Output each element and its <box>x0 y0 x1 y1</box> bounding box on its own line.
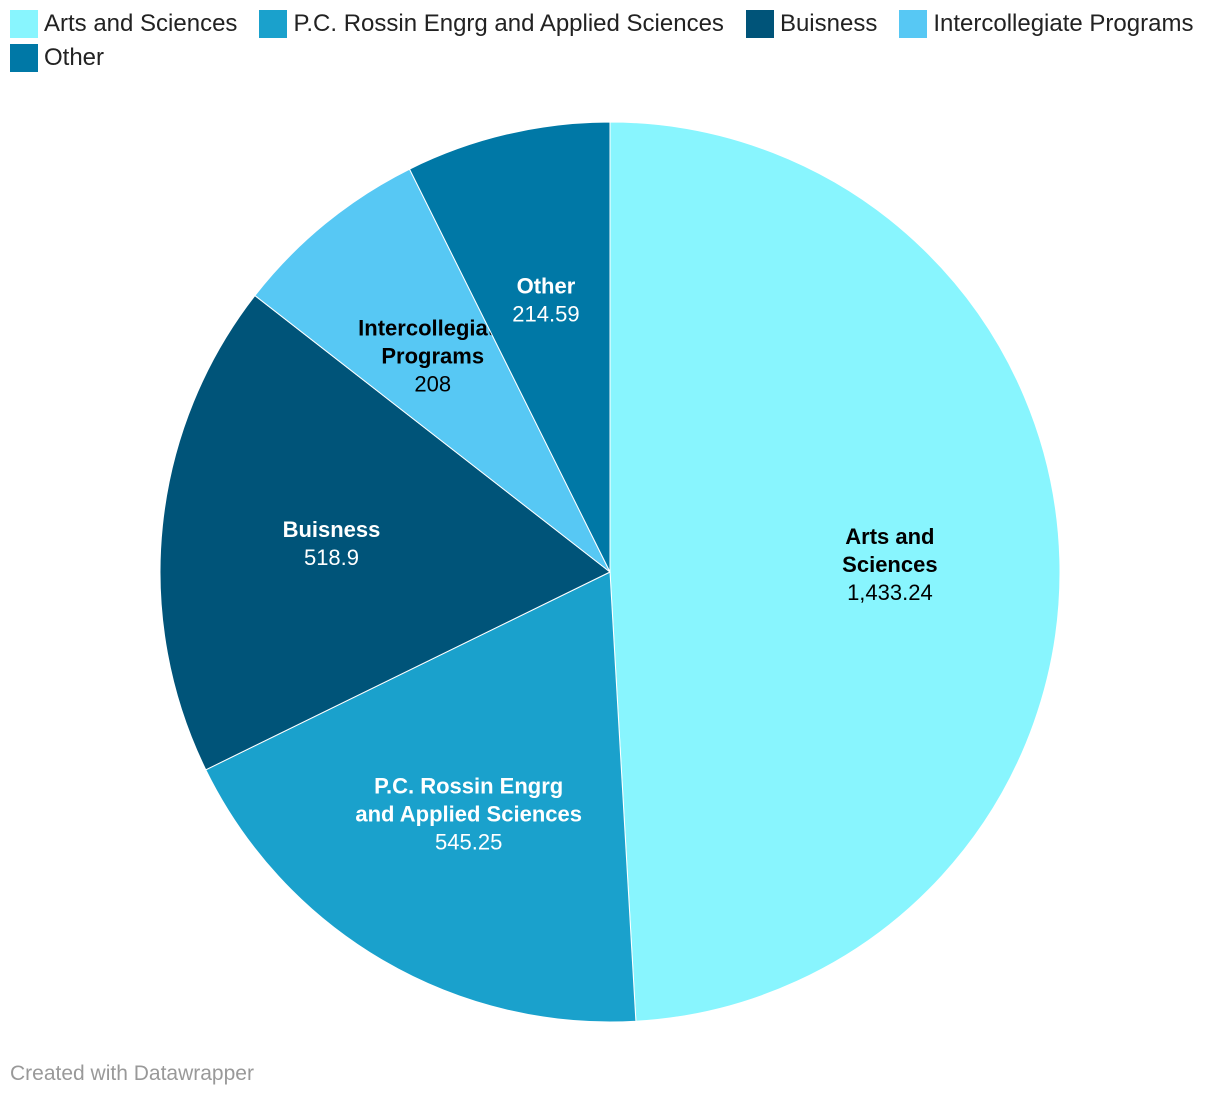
pie-slice-intercollegiate-programs <box>254 168 611 573</box>
datawrapper-credit: Created with Datawrapper <box>10 1062 254 1085</box>
pie-slice-buisness <box>159 294 611 771</box>
legend-item-intercollegiate-programs: Intercollegiate Programs <box>899 10 1193 38</box>
slice-name-line: Buisness <box>283 517 381 542</box>
slice-value: 214.59 <box>512 301 579 326</box>
legend-label: Buisness <box>779 10 878 37</box>
slice-name-line: Intercollegiate <box>358 315 507 340</box>
slice-label-engineering: P.C. Rossin Engrg and Applied Sciences 545… <box>355 774 582 855</box>
slice-label-arts-and-sciences: Arts and Sciences 1,433.24 <box>842 524 937 605</box>
slice-name-line: Arts and <box>845 524 934 549</box>
slice-name-line: Other <box>517 273 576 298</box>
pie-slice-engineering <box>205 571 637 1023</box>
legend-label: Arts and Sciences <box>44 10 238 37</box>
slice-value: 545.25 <box>435 830 502 855</box>
legend-item-arts-and-sciences: Arts and Sciences <box>10 10 237 38</box>
legend-swatch <box>899 10 928 38</box>
legend-label: Other <box>44 44 105 71</box>
slice-name-line: Programs <box>381 343 484 368</box>
pie-slice-arts-and-sciences <box>609 121 1061 1022</box>
chart-legend: Arts and Sciences P.C. Rossin Engrg and … <box>10 10 1210 72</box>
legend-swatch <box>259 10 288 38</box>
slice-name-line: P.C. Rossin Engrg <box>374 774 563 799</box>
pie-slice-other <box>408 121 611 573</box>
legend-swatch <box>745 10 774 38</box>
slice-label-other: Other 214.59 <box>512 273 579 326</box>
legend-swatch <box>10 10 38 38</box>
slice-value: 208 <box>414 371 451 396</box>
slice-name-line: Sciences <box>842 552 937 577</box>
slice-value: 518.9 <box>304 545 359 570</box>
legend-swatch <box>10 44 38 72</box>
legend-item-other: Other <box>10 44 104 72</box>
legend-item-buisness: Buisness <box>745 10 878 38</box>
slice-name-line: and Applied Sciences <box>355 802 582 827</box>
legend-item-engineering: P.C. Rossin Engrg and Applied Sciences <box>259 10 724 38</box>
legend-label: P.C. Rossin Engrg and Applied Sciences <box>293 10 724 37</box>
slice-value: 1,433.24 <box>847 580 933 605</box>
slice-label-buisness: Buisness 518.9 <box>283 517 381 570</box>
legend-label: Intercollegiate Programs <box>933 10 1194 37</box>
slice-label-intercollegiate-programs: Intercollegiate Programs 208 <box>358 315 507 396</box>
